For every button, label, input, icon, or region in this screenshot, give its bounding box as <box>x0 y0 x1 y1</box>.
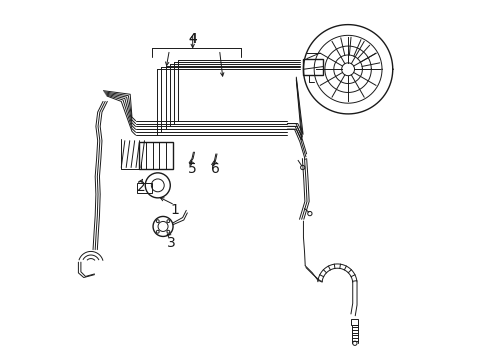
Text: 4: 4 <box>188 32 197 46</box>
Bar <box>139 143 173 169</box>
Bar <box>137 183 151 193</box>
Text: 3: 3 <box>166 235 175 249</box>
Bar <box>303 59 323 75</box>
Text: 4: 4 <box>188 32 197 46</box>
Text: 5: 5 <box>188 162 197 176</box>
Text: 1: 1 <box>170 203 179 217</box>
Bar <box>350 319 358 325</box>
Text: 2: 2 <box>136 180 145 194</box>
Text: 6: 6 <box>211 162 220 176</box>
